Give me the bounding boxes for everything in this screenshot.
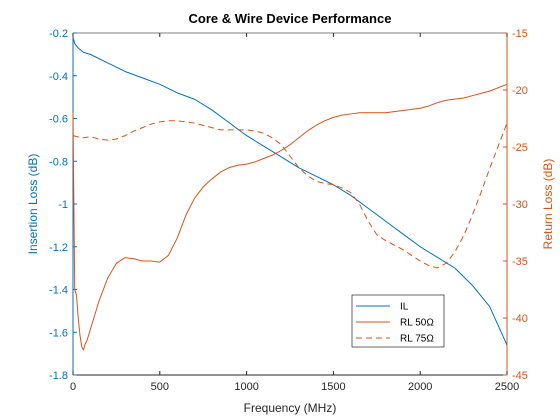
x-tick-label: 2000 [408, 381, 432, 393]
legend-label-rl50: RL 50Ω [400, 318, 434, 329]
right-y-tick-label: -40 [512, 313, 528, 325]
left-y-tick-label: -1.2 [49, 242, 68, 254]
left-y-tick-label: -1.4 [49, 285, 68, 297]
right-y-tick-label: -35 [512, 256, 528, 268]
rl-50-ohm-line [72, 83, 508, 351]
right-y-axis-label: Return Loss (dB) [541, 159, 555, 250]
legend: IL RL 50Ω RL 75Ω [351, 294, 445, 348]
left-y-tick-label: -1 [58, 199, 68, 211]
right-y-tick-label: -15 [512, 28, 528, 40]
right-y-tick-label: -30 [512, 199, 528, 211]
rl-75-ohm-line [72, 120, 508, 269]
legend-label-il: IL [400, 302, 409, 313]
right-y-tick-label: -20 [512, 85, 528, 97]
left-y-tick-label: -0.4 [49, 71, 68, 83]
left-y-tick-label: -1.6 [49, 327, 68, 339]
ticks-layer: 0 500 1000 1500 2000 2500 -0.2 -0.4 -0.6 -0.8 -1 -1… [49, 28, 528, 393]
chart-title: Core & Wire Device Performance [189, 11, 392, 26]
il-line [72, 37, 508, 346]
left-y-tick-label: -1.8 [49, 370, 68, 382]
left-y-axis-label: Insertion Loss (dB) [26, 154, 40, 255]
x-tick-label: 1000 [234, 381, 258, 393]
x-tick-label: 500 [151, 381, 169, 393]
x-tick-label: 1500 [321, 381, 345, 393]
series-layer [72, 37, 508, 351]
left-y-tick-label: -0.2 [49, 28, 68, 40]
legend-label-rl75: RL 75Ω [400, 334, 434, 345]
right-y-tick-label: -25 [512, 142, 528, 154]
right-y-tick-label: -45 [512, 370, 528, 382]
x-axis-label: Frequency (MHz) [244, 401, 337, 415]
left-y-tick-label: -0.6 [49, 114, 68, 126]
x-tick-label: 2500 [495, 381, 519, 393]
left-y-tick-label: -0.8 [49, 156, 68, 168]
x-tick-label: 0 [70, 381, 76, 393]
